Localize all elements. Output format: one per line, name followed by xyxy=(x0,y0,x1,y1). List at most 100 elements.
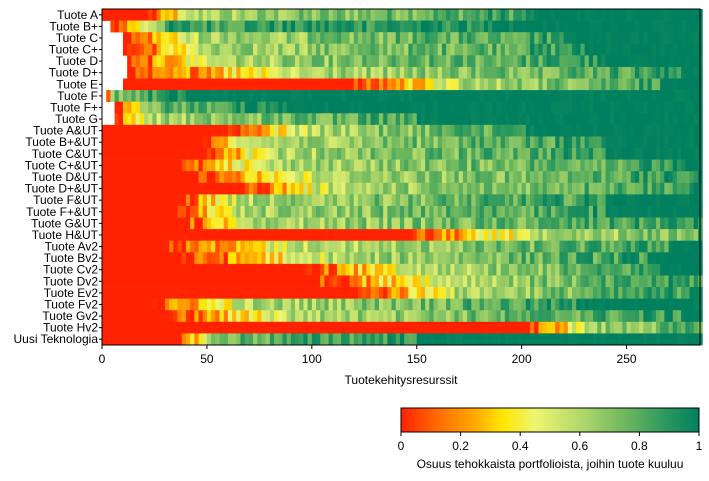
heatmap-cell xyxy=(353,9,359,21)
heatmap-cell xyxy=(316,148,321,160)
heatmap-cell xyxy=(307,101,313,114)
heatmap-cell xyxy=(676,171,682,184)
heatmap-cell xyxy=(173,43,179,56)
heatmap-cell xyxy=(156,321,162,334)
heatmap-cell xyxy=(387,217,393,230)
heatmap-cell xyxy=(185,66,191,79)
heatmap-cell xyxy=(618,263,623,276)
heatmap-cell xyxy=(446,240,451,253)
heatmap-cell xyxy=(211,66,216,79)
heatmap-cell xyxy=(534,205,540,218)
heatmap-cell xyxy=(534,148,540,160)
heatmap-cell xyxy=(475,171,481,184)
heatmap-cell xyxy=(378,333,384,346)
heatmap-cell xyxy=(454,263,460,276)
heatmap-cell xyxy=(383,159,388,172)
heatmap-cell xyxy=(194,252,200,265)
heatmap-cell xyxy=(471,321,477,334)
heatmap-cell xyxy=(341,217,346,230)
heatmap-cell xyxy=(513,205,519,218)
heatmap-cell xyxy=(374,321,380,334)
heatmap-cell xyxy=(433,66,439,79)
heatmap-cell xyxy=(643,263,649,276)
heatmap-cell xyxy=(517,66,523,79)
heatmap-cell xyxy=(383,194,388,207)
heatmap-cell xyxy=(215,32,221,45)
heatmap-cell xyxy=(676,90,682,102)
heatmap-cell xyxy=(374,310,380,323)
heatmap-cell xyxy=(639,9,644,21)
heatmap-cell xyxy=(378,148,384,160)
heatmap-cell xyxy=(232,43,237,56)
heatmap-cell xyxy=(563,275,569,288)
heatmap-cell xyxy=(399,287,405,299)
heatmap-cell xyxy=(102,229,107,242)
heatmap-cell xyxy=(202,205,208,218)
heatmap-cell xyxy=(483,205,489,218)
heatmap-cell xyxy=(324,159,330,172)
heatmap-cell xyxy=(244,275,250,288)
x-axis: 0 50 100 150 200 250 xyxy=(99,345,637,366)
heatmap-cell xyxy=(156,217,162,230)
heatmap-cell xyxy=(471,20,477,33)
heatmap-cell xyxy=(164,252,170,265)
heatmap-cell xyxy=(345,275,351,288)
heatmap-cell xyxy=(622,298,628,311)
heatmap-cell xyxy=(139,252,145,265)
heatmap-cell xyxy=(462,113,468,126)
heatmap-cell xyxy=(148,298,153,311)
heatmap-cell xyxy=(290,333,296,346)
heatmap-cell xyxy=(345,90,351,102)
heatmap-cell xyxy=(261,9,267,21)
heatmap-cell xyxy=(303,229,309,242)
heatmap-cell xyxy=(290,287,296,299)
heatmap-cell xyxy=(131,321,137,334)
heatmap-cell xyxy=(370,159,376,172)
heatmap-cell xyxy=(102,333,107,346)
heatmap-cell xyxy=(345,229,351,242)
heatmap-cell xyxy=(500,32,506,45)
heatmap-cell xyxy=(102,124,107,137)
heatmap-cell xyxy=(601,194,607,207)
heatmap-cell xyxy=(169,194,174,207)
heatmap-cell xyxy=(488,333,493,346)
heatmap-cell xyxy=(483,66,489,79)
heatmap-cell xyxy=(588,113,594,126)
heatmap-cell xyxy=(517,113,523,126)
heatmap-cell xyxy=(253,240,258,253)
heatmap-cell xyxy=(525,171,531,184)
heatmap-cell xyxy=(441,194,447,207)
heatmap-cell xyxy=(429,171,435,184)
heatmap-cell xyxy=(139,136,145,149)
heatmap-cell xyxy=(576,78,581,91)
heatmap-cell xyxy=(555,90,561,102)
heatmap-cell xyxy=(655,9,661,21)
heatmap-cell xyxy=(353,298,359,311)
heatmap-cell xyxy=(307,148,313,160)
heatmap-cell xyxy=(681,205,686,218)
heatmap-cell xyxy=(458,310,464,323)
heatmap-cell xyxy=(559,298,565,311)
heatmap-cell xyxy=(542,90,548,102)
heatmap-cell xyxy=(211,275,216,288)
heatmap-cell xyxy=(274,240,279,253)
heatmap-cell xyxy=(198,333,204,346)
heatmap-cell xyxy=(349,148,355,160)
heatmap-cell xyxy=(588,205,594,218)
heatmap-cell xyxy=(626,321,632,334)
heatmap-cell xyxy=(509,124,514,137)
heatmap-cell xyxy=(693,182,699,195)
heatmap-cell xyxy=(299,182,305,195)
heatmap-cell xyxy=(248,333,254,346)
heatmap-cell xyxy=(542,275,548,288)
heatmap-cell xyxy=(286,275,292,288)
heatmap-cell xyxy=(391,229,397,242)
y-tick-label: Tuote D xyxy=(56,54,99,68)
heatmap-cell xyxy=(651,287,657,299)
heatmap-cell xyxy=(681,182,686,195)
heatmap-cell xyxy=(286,124,292,137)
heatmap-cell xyxy=(517,205,523,218)
heatmap-cell xyxy=(488,32,493,45)
heatmap-cell xyxy=(433,136,439,149)
heatmap-cell xyxy=(257,113,263,126)
